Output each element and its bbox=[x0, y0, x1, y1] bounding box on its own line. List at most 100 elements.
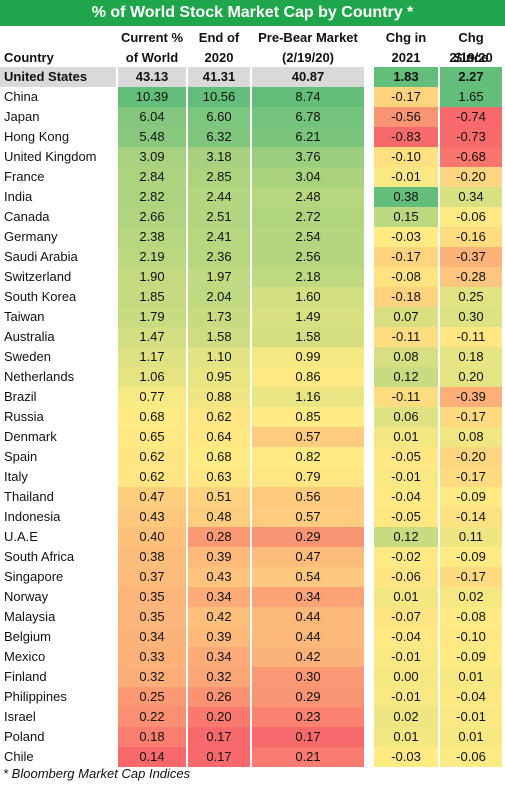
country-name: Saudi Arabia bbox=[4, 249, 78, 264]
cell-chgsince: 0.02 bbox=[440, 587, 502, 607]
table-row: South Korea 1.85 2.04 1.60 -0.18 0.25 bbox=[0, 287, 505, 307]
table-row: South Africa 0.38 0.39 0.47 -0.02 -0.09 bbox=[0, 547, 505, 567]
cell-prebear: 1.49 bbox=[252, 307, 364, 327]
cell-chg2021: -0.18 bbox=[374, 287, 438, 307]
cell-chgsince: 2.27 bbox=[440, 67, 502, 87]
cell-current: 0.37 bbox=[118, 567, 186, 587]
cell-chgsince: -0.01 bbox=[440, 707, 502, 727]
cell-current: 0.32 bbox=[118, 667, 186, 687]
cell-chg2021: 0.01 bbox=[374, 587, 438, 607]
cell-end2020: 1.97 bbox=[188, 267, 250, 287]
cell-prebear: 0.30 bbox=[252, 667, 364, 687]
cell-chgsince: 1.65 bbox=[440, 87, 502, 107]
cell-chg2021: 0.00 bbox=[374, 667, 438, 687]
cell-chg2021: -0.02 bbox=[374, 547, 438, 567]
country-name: Taiwan bbox=[4, 309, 45, 324]
cell-current: 0.40 bbox=[118, 527, 186, 547]
table-row: Thailand 0.47 0.51 0.56 -0.04 -0.09 bbox=[0, 487, 505, 507]
country-name: China bbox=[4, 89, 38, 104]
cell-current: 2.84 bbox=[118, 167, 186, 187]
table-row: United States 43.13 41.31 40.87 1.83 2.27 bbox=[0, 67, 505, 87]
cell-chg2021: -0.07 bbox=[374, 607, 438, 627]
cell-chg2021: -0.05 bbox=[374, 447, 438, 467]
column-header-chgsince: 2/19/20 bbox=[449, 50, 493, 65]
cell-prebear: 2.72 bbox=[252, 207, 364, 227]
table-row: U.A.E 0.40 0.28 0.29 0.12 0.11 bbox=[0, 527, 505, 547]
column-header-country: Country bbox=[4, 50, 54, 65]
table-row: Russia 0.68 0.62 0.85 0.06 -0.17 bbox=[0, 407, 505, 427]
footnote: * Bloomberg Market Cap Indices bbox=[3, 766, 191, 781]
cell-chgsince: -0.17 bbox=[440, 467, 502, 487]
cell-end2020: 0.26 bbox=[188, 687, 250, 707]
cell-chgsince: -0.14 bbox=[440, 507, 502, 527]
cell-end2020: 0.63 bbox=[188, 467, 250, 487]
cell-current: 0.25 bbox=[118, 687, 186, 707]
cell-chgsince: -0.20 bbox=[440, 447, 502, 467]
table-row: Germany 2.38 2.41 2.54 -0.03 -0.16 bbox=[0, 227, 505, 247]
cell-chg2021: -0.03 bbox=[374, 227, 438, 247]
cell-chgsince: -0.17 bbox=[440, 567, 502, 587]
country-name: Japan bbox=[4, 109, 40, 124]
table-row: Australia 1.47 1.58 1.58 -0.11 -0.11 bbox=[0, 327, 505, 347]
cell-current: 1.90 bbox=[118, 267, 186, 287]
cell-prebear: 0.23 bbox=[252, 707, 364, 727]
table-row: India 2.82 2.44 2.48 0.38 0.34 bbox=[0, 187, 505, 207]
table-row: Malaysia 0.35 0.42 0.44 -0.07 -0.08 bbox=[0, 607, 505, 627]
cell-chgsince: -0.74 bbox=[440, 107, 502, 127]
cell-end2020: 0.88 bbox=[188, 387, 250, 407]
country-name: Belgium bbox=[4, 629, 51, 644]
cell-prebear: 0.54 bbox=[252, 567, 364, 587]
country-name: Mexico bbox=[4, 649, 46, 664]
country-name: United Kingdom bbox=[4, 149, 97, 164]
country-name: Switzerland bbox=[4, 269, 72, 284]
cell-end2020: 6.32 bbox=[188, 127, 250, 147]
cell-current: 1.85 bbox=[118, 287, 186, 307]
country-name: Thailand bbox=[4, 489, 54, 504]
country-name: Canada bbox=[4, 209, 50, 224]
cell-prebear: 3.76 bbox=[252, 147, 364, 167]
cell-prebear: 2.56 bbox=[252, 247, 364, 267]
table-row: France 2.84 2.85 3.04 -0.01 -0.20 bbox=[0, 167, 505, 187]
cell-current: 6.04 bbox=[118, 107, 186, 127]
cell-chgsince: -0.06 bbox=[440, 207, 502, 227]
cell-current: 1.06 bbox=[118, 367, 186, 387]
cell-chgsince: 0.25 bbox=[440, 287, 502, 307]
cell-prebear: 6.78 bbox=[252, 107, 364, 127]
cell-chg2021: 0.07 bbox=[374, 307, 438, 327]
cell-prebear: 0.44 bbox=[252, 627, 364, 647]
table-row: Philippines 0.25 0.26 0.29 -0.01 -0.04 bbox=[0, 687, 505, 707]
cell-chg2021: 0.12 bbox=[374, 527, 438, 547]
cell-chgsince: -0.68 bbox=[440, 147, 502, 167]
column-header-chg2021: Chg in bbox=[385, 30, 427, 45]
cell-end2020: 3.18 bbox=[188, 147, 250, 167]
cell-prebear: 0.29 bbox=[252, 687, 364, 707]
cell-chgsince: -0.04 bbox=[440, 687, 502, 707]
cell-end2020: 0.51 bbox=[188, 487, 250, 507]
cell-chgsince: 0.34 bbox=[440, 187, 502, 207]
cell-current: 1.47 bbox=[118, 327, 186, 347]
cell-end2020: 41.31 bbox=[188, 67, 250, 87]
country-name: Philippines bbox=[4, 689, 67, 704]
country-name: South Africa bbox=[4, 549, 75, 564]
cell-chgsince: 0.08 bbox=[440, 427, 502, 447]
cell-end2020: 2.51 bbox=[188, 207, 250, 227]
cell-chgsince: 0.01 bbox=[440, 727, 502, 747]
cell-current: 0.14 bbox=[118, 747, 186, 767]
cell-current: 0.62 bbox=[118, 447, 186, 467]
cell-current: 0.35 bbox=[118, 587, 186, 607]
cell-current: 10.39 bbox=[118, 87, 186, 107]
cell-end2020: 10.56 bbox=[188, 87, 250, 107]
cell-current: 0.22 bbox=[118, 707, 186, 727]
cell-current: 0.65 bbox=[118, 427, 186, 447]
column-header-end2020: End of bbox=[198, 30, 240, 45]
cell-prebear: 1.16 bbox=[252, 387, 364, 407]
cell-prebear: 0.44 bbox=[252, 607, 364, 627]
cell-chgsince: 0.30 bbox=[440, 307, 502, 327]
cell-chgsince: -0.06 bbox=[440, 747, 502, 767]
cell-chgsince: 0.01 bbox=[440, 667, 502, 687]
cell-chg2021: -0.01 bbox=[374, 647, 438, 667]
cell-chg2021: -0.05 bbox=[374, 507, 438, 527]
cell-prebear: 0.21 bbox=[252, 747, 364, 767]
cell-current: 0.47 bbox=[118, 487, 186, 507]
cell-prebear: 1.58 bbox=[252, 327, 364, 347]
